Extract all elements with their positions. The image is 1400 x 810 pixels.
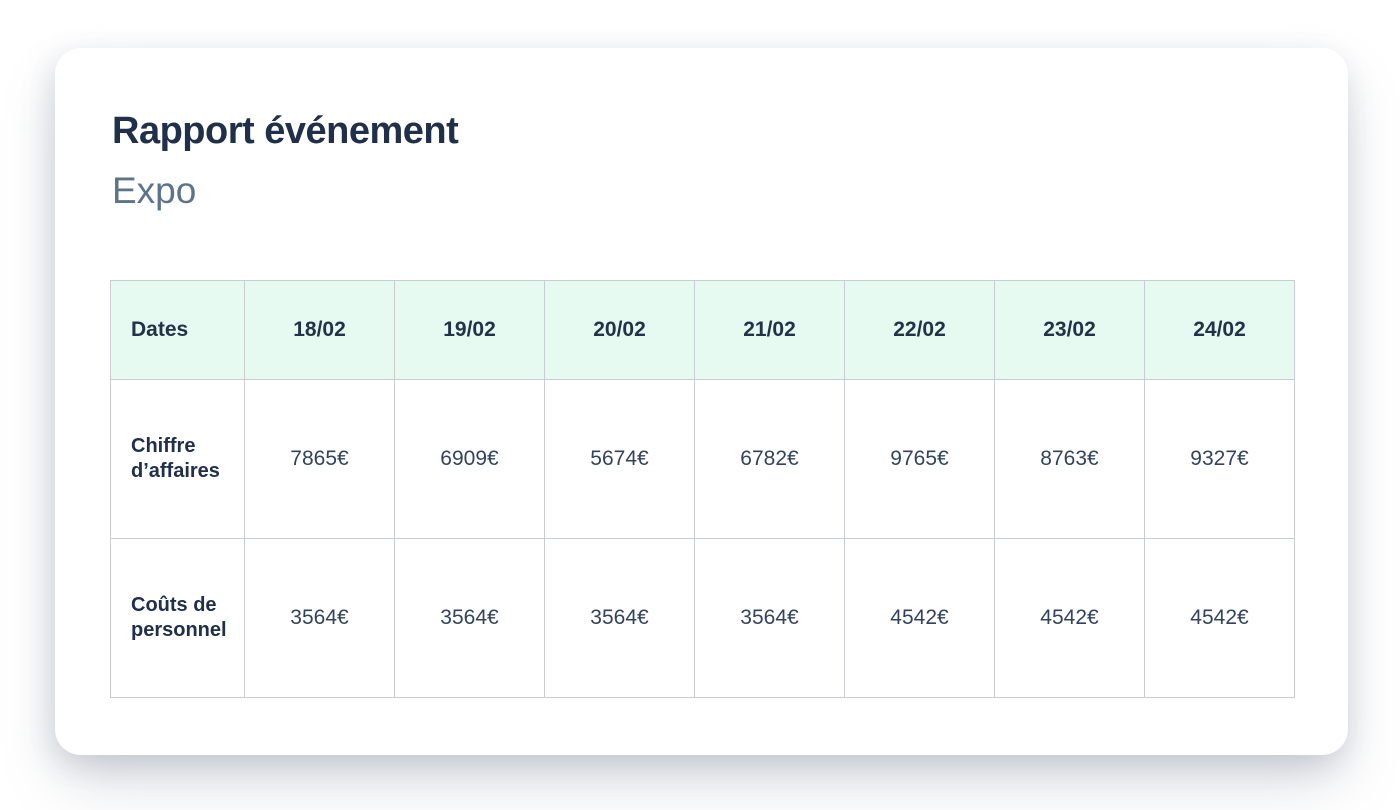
table-cell: 8763€ [994,379,1145,539]
header-cell-date-7: 24/02 [1144,280,1295,380]
table-cell: 3564€ [244,538,395,698]
page-title: Rapport événement [112,110,459,152]
table-cell: 5674€ [544,379,695,539]
report-table: Dates 18/02 19/02 20/02 21/02 22/02 23/0… [110,280,1295,698]
table-header-row: Dates 18/02 19/02 20/02 21/02 22/02 23/0… [110,280,1295,380]
row-label-staff-costs: Coûts de personnel [110,538,245,698]
table-cell: 6909€ [394,379,545,539]
table-row-staff-costs: Coûts de personnel 3564€ 3564€ 3564€ 356… [110,538,1295,698]
header-cell-date-6: 23/02 [994,280,1145,380]
header-cell-date-2: 19/02 [394,280,545,380]
table-cell: 4542€ [844,538,995,698]
table-cell: 4542€ [1144,538,1295,698]
table-cell: 3564€ [544,538,695,698]
table-cell: 4542€ [994,538,1145,698]
table-row-revenue: Chiffre d’affaires 7865€ 6909€ 5674€ 678… [110,379,1295,539]
table-cell: 6782€ [694,379,845,539]
table-cell: 7865€ [244,379,395,539]
table-cell: 3564€ [394,538,545,698]
header-cell-date-1: 18/02 [244,280,395,380]
table-cell: 9327€ [1144,379,1295,539]
row-label-revenue: Chiffre d’affaires [110,379,245,539]
header-cell-date-5: 22/02 [844,280,995,380]
report-card: Rapport événement Expo Dates 18/02 19/02… [55,48,1348,755]
page-subtitle: Expo [112,170,197,211]
table-cell: 9765€ [844,379,995,539]
header-cell-dates: Dates [110,280,245,380]
table-cell: 3564€ [694,538,845,698]
header-cell-date-3: 20/02 [544,280,695,380]
header-cell-date-4: 21/02 [694,280,845,380]
